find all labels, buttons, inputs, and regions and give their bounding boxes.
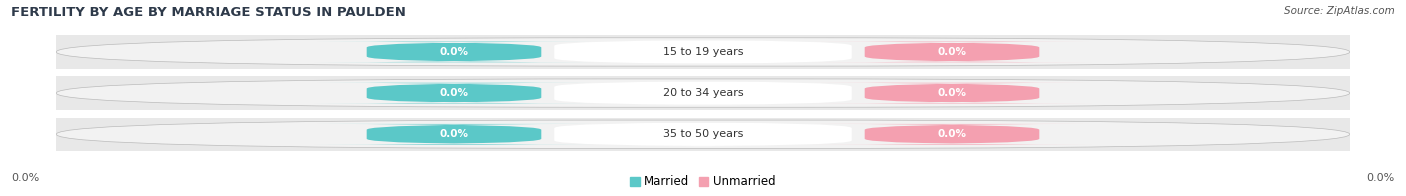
Text: 0.0%: 0.0% xyxy=(1367,173,1395,183)
FancyBboxPatch shape xyxy=(315,124,593,145)
FancyBboxPatch shape xyxy=(554,122,852,146)
FancyBboxPatch shape xyxy=(813,42,1091,62)
FancyBboxPatch shape xyxy=(56,120,1350,148)
FancyBboxPatch shape xyxy=(813,83,1091,103)
Text: 20 to 34 years: 20 to 34 years xyxy=(662,88,744,98)
FancyBboxPatch shape xyxy=(554,81,852,105)
Legend: Married, Unmarried: Married, Unmarried xyxy=(630,175,776,188)
Text: 0.0%: 0.0% xyxy=(11,173,39,183)
Text: 0.0%: 0.0% xyxy=(440,47,468,57)
FancyBboxPatch shape xyxy=(315,83,593,103)
Text: 0.0%: 0.0% xyxy=(440,88,468,98)
FancyBboxPatch shape xyxy=(813,124,1091,145)
Text: 0.0%: 0.0% xyxy=(440,129,468,139)
Text: FERTILITY BY AGE BY MARRIAGE STATUS IN PAULDEN: FERTILITY BY AGE BY MARRIAGE STATUS IN P… xyxy=(11,6,406,19)
Text: Source: ZipAtlas.com: Source: ZipAtlas.com xyxy=(1284,6,1395,16)
Text: 0.0%: 0.0% xyxy=(938,88,966,98)
Text: 35 to 50 years: 35 to 50 years xyxy=(662,129,744,139)
Text: 0.0%: 0.0% xyxy=(938,129,966,139)
FancyBboxPatch shape xyxy=(554,40,852,64)
FancyBboxPatch shape xyxy=(56,79,1350,107)
Text: 15 to 19 years: 15 to 19 years xyxy=(662,47,744,57)
FancyBboxPatch shape xyxy=(56,38,1350,66)
Text: 0.0%: 0.0% xyxy=(938,47,966,57)
FancyBboxPatch shape xyxy=(315,42,593,62)
